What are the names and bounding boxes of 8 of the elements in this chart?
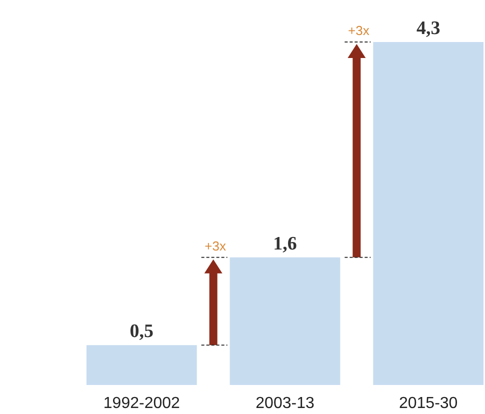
data-label: 0,5: [130, 321, 154, 342]
data-label: 4,3: [416, 18, 440, 39]
text: +3x: [348, 23, 370, 38]
x-tick-label: 2003-13: [256, 395, 314, 412]
x-tick-label: 2015-30: [398, 395, 458, 412]
x-tick-label: 1992-2002: [103, 395, 180, 412]
data-label: 1,6: [273, 233, 297, 254]
annotation: +3x: [204, 238, 226, 254]
